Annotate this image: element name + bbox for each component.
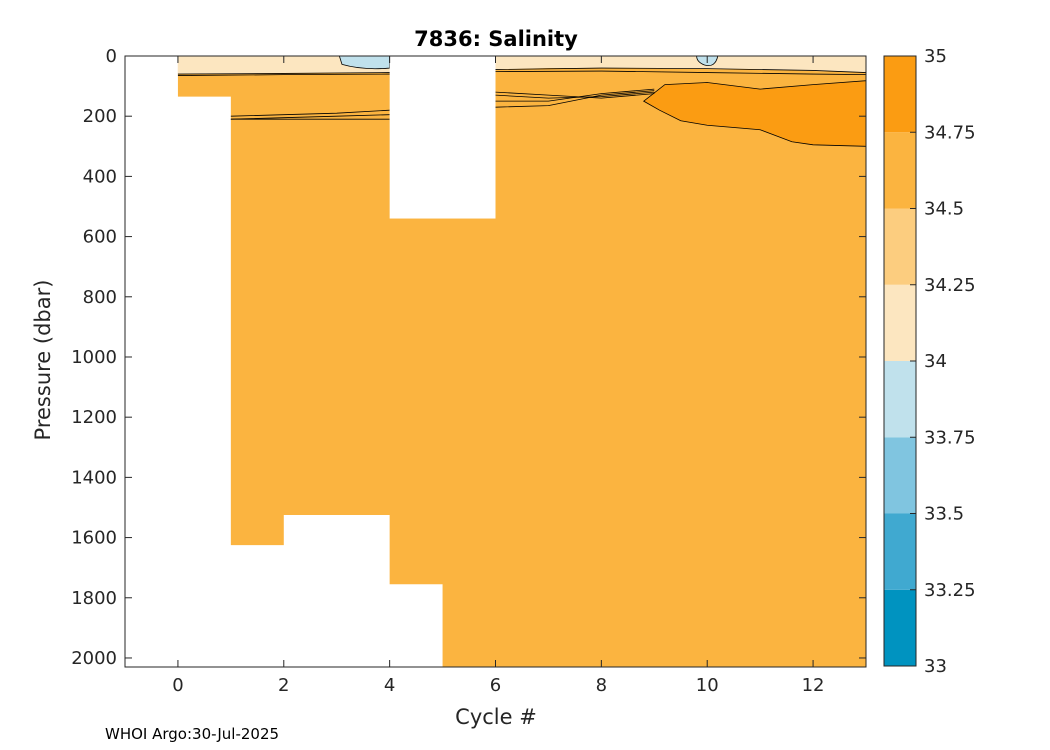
y-tick-label: 1000 xyxy=(71,347,117,368)
y-tick-label: 600 xyxy=(83,227,117,248)
chart-title: 7836: Salinity xyxy=(414,27,578,51)
y-tick-label: 2000 xyxy=(71,648,117,669)
contour-line-2 xyxy=(230,114,390,120)
colorbar-swatch xyxy=(884,437,916,514)
salinity-fill-fresh-patch-1 xyxy=(338,55,391,70)
colorbar-swatch xyxy=(884,284,916,361)
colorbar-tick-label: 33.5 xyxy=(924,504,964,525)
plot-area: 0 2 4 6 8 10 12 0 200 400 600 800 1000 1200 1400 1600 1… xyxy=(71,46,867,696)
salinity-fill-salty-core xyxy=(642,80,867,147)
y-tick-label: 200 xyxy=(83,106,117,127)
x-tick-label: 4 xyxy=(384,675,395,696)
x-tick-label: 2 xyxy=(278,675,289,696)
x-axis-label: Cycle # xyxy=(455,705,537,729)
colorbar-swatch xyxy=(884,132,916,209)
y-axis-label: Pressure (dbar) xyxy=(31,280,55,441)
y-tick-label: 0 xyxy=(106,46,117,67)
y-tick-label: 800 xyxy=(83,287,117,308)
colorbar-swatch xyxy=(884,208,916,285)
x-tick-label: 12 xyxy=(802,675,825,696)
contour-lines xyxy=(177,67,867,120)
y-tick-label: 1400 xyxy=(71,467,117,488)
x-tick-label: 8 xyxy=(596,675,607,696)
colorbar-swatch xyxy=(884,513,916,590)
y-tick-label: 1200 xyxy=(71,407,117,428)
contour-line-0 xyxy=(177,67,867,75)
colorbar-swatch xyxy=(884,56,916,133)
colorbar-tick-label: 34.25 xyxy=(924,275,976,296)
colorbar-tick-label: 33 xyxy=(924,656,947,677)
colorbar-tick-label: 33.75 xyxy=(924,427,976,448)
y-tick-label: 1800 xyxy=(71,588,117,609)
salinity-fill-main xyxy=(177,56,866,667)
colorbar-tick-label: 33.25 xyxy=(924,580,976,601)
contour-line-8 xyxy=(495,90,655,108)
colorbar-tick-label: 34.5 xyxy=(924,199,964,220)
contour-line-1 xyxy=(177,70,867,76)
data-gap xyxy=(389,56,496,219)
x-axis-ticks: 0 2 4 6 8 10 12 xyxy=(172,56,825,696)
y-tick-label: 1600 xyxy=(71,528,117,549)
x-tick-label: 6 xyxy=(490,675,501,696)
contour-line-7 xyxy=(495,88,655,102)
colorbar-tick-label: 35 xyxy=(924,46,947,67)
footer-credit: WHOI Argo:30-Jul-2025 xyxy=(105,725,280,743)
colorbar-swatch xyxy=(884,589,916,666)
contour-line-5 xyxy=(495,91,655,99)
x-tick-label: 0 xyxy=(172,675,183,696)
colorbar: 33 33.25 33.5 33.75 34 34.25 34.5 34.75 35 xyxy=(883,46,976,677)
colorbar-swatch xyxy=(884,361,916,438)
x-tick-label: 10 xyxy=(696,675,719,696)
y-axis-ticks: 0 200 400 600 800 1000 1200 1400 1600 1800 2000 xyxy=(71,46,866,669)
contour-line-3 xyxy=(230,109,390,117)
y-tick-label: 400 xyxy=(83,166,117,187)
colorbar-tick-label: 34.75 xyxy=(924,122,976,143)
colorbar-tick-label: 34 xyxy=(924,351,947,372)
